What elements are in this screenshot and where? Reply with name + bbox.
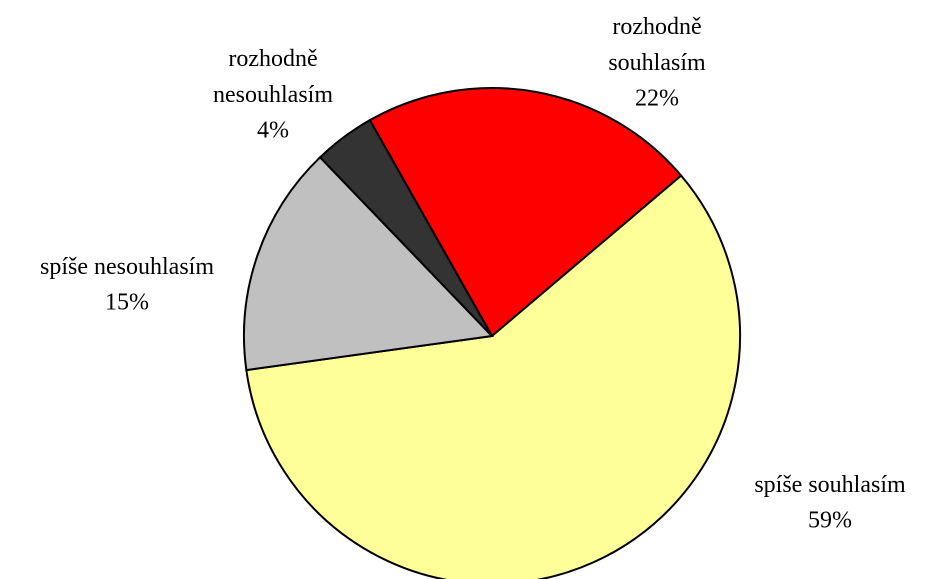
label-line: souhlasím xyxy=(608,50,706,76)
label-line: rozhodně xyxy=(612,14,701,40)
label-line: rozhodně xyxy=(228,46,317,72)
pie-slice xyxy=(368,87,683,338)
value-label: 59% xyxy=(808,508,852,534)
label-line: spíše nesouhlasím xyxy=(40,254,214,280)
slice-label: rozhodně souhlasím xyxy=(608,14,706,76)
label-line: nesouhlasím xyxy=(213,82,333,108)
slice-label: spíše nesouhlasím xyxy=(40,254,214,280)
pie-slice xyxy=(318,118,493,337)
label-line: spíše souhlasím xyxy=(754,472,906,498)
pie-slice xyxy=(245,174,741,579)
value-label: 22% xyxy=(635,86,679,112)
slice-label: spíše souhlasím xyxy=(754,472,906,498)
value-label: 4% xyxy=(257,118,289,144)
pie-slice xyxy=(243,155,495,372)
slice-label: rozhodně nesouhlasím xyxy=(213,46,333,108)
value-label: 15% xyxy=(105,290,149,316)
